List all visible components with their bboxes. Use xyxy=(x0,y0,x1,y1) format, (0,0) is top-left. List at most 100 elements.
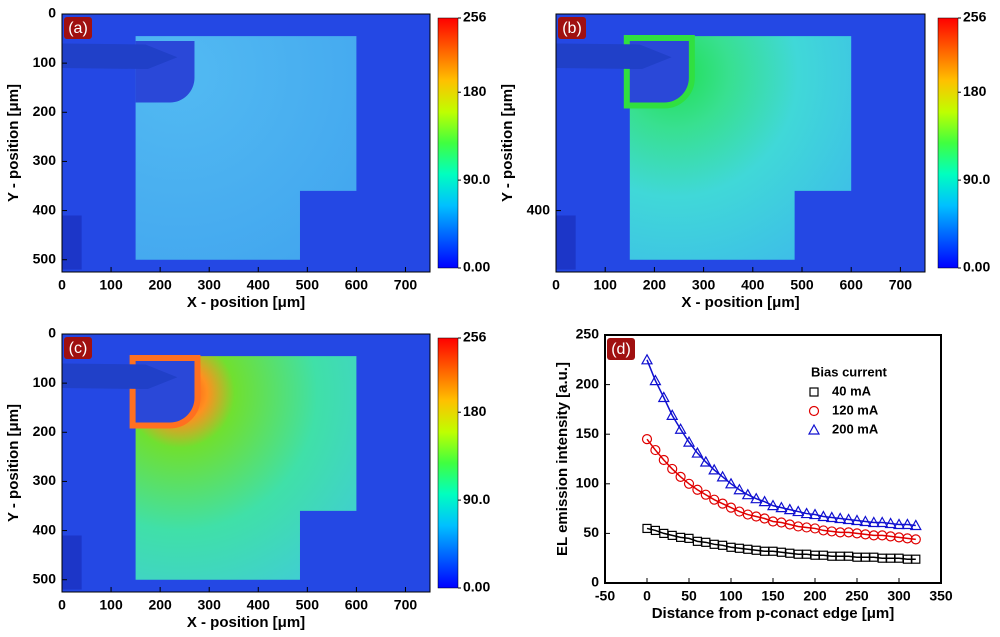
marker-triangle xyxy=(775,501,788,513)
marker-circle xyxy=(725,502,737,513)
legend-title: Bias current xyxy=(811,364,888,379)
dark-corner xyxy=(556,215,576,270)
marker-circle xyxy=(808,405,820,417)
y-tick-label: 0 xyxy=(591,574,599,590)
plot-frame xyxy=(604,334,942,584)
x-tick-label: 200 xyxy=(643,277,667,293)
y-tick-label: 100 xyxy=(33,374,57,390)
panel-label-text: (c) xyxy=(69,340,88,357)
marker-square xyxy=(809,387,819,397)
x-tick-label: 0 xyxy=(552,277,560,293)
x-tick-label: 700 xyxy=(889,277,913,293)
colorbar-tick-label: 0.00 xyxy=(463,579,490,595)
y-tick-label: 200 xyxy=(576,375,600,391)
marker-triangle xyxy=(792,505,805,517)
panel-label: (d) xyxy=(607,338,635,360)
probe xyxy=(62,43,178,70)
y-tick-label: 150 xyxy=(576,425,600,441)
marker-triangle xyxy=(850,514,864,526)
x-tick-label: 300 xyxy=(198,277,222,293)
probe xyxy=(556,43,672,70)
colorbar-tick-label: 256 xyxy=(463,9,487,25)
x-tick-label: 0 xyxy=(58,597,66,613)
heatmap-image xyxy=(62,14,430,272)
marker-triangle xyxy=(733,483,746,495)
x-tick-label: 100 xyxy=(594,277,618,293)
marker-triangle xyxy=(859,515,872,527)
dark-corner xyxy=(62,535,82,590)
y-tick-label: 500 xyxy=(33,250,57,266)
x-tick-label: 700 xyxy=(394,597,418,613)
x-tick-label: 500 xyxy=(790,277,814,293)
y-tick-label: 500 xyxy=(33,570,57,586)
colorbar-tick-label: 180 xyxy=(463,83,487,99)
frame xyxy=(61,333,431,593)
x-tick-label: 200 xyxy=(148,277,172,293)
marker-triangle xyxy=(783,503,796,515)
x-tick-label: 50 xyxy=(681,588,697,604)
y-tick-label: 200 xyxy=(33,423,57,439)
marker-circle xyxy=(700,489,711,500)
y-tick-label: 400 xyxy=(33,521,57,537)
x-axis-title: Distance from p-conact edge [μm] xyxy=(652,605,895,622)
x-tick-label: 600 xyxy=(345,597,369,613)
marker-triangle xyxy=(834,512,847,524)
panel-label-text: (a) xyxy=(68,20,88,37)
marker-triangle xyxy=(674,423,687,434)
panel-label-text: (b) xyxy=(562,20,582,37)
frame xyxy=(555,13,926,273)
marker-circle xyxy=(675,471,686,482)
colorbar-tick-label: 180 xyxy=(463,403,487,419)
y-tick-label: 50 xyxy=(583,524,599,540)
colorbar xyxy=(437,337,459,589)
marker-triangle xyxy=(640,353,654,365)
x-axis-title: X - position [μm] xyxy=(187,294,305,311)
marker-triangle xyxy=(666,409,679,420)
x-tick-label: 200 xyxy=(803,588,827,604)
colorbar-tick-label: 180 xyxy=(963,83,987,99)
panel-label: (c) xyxy=(64,337,92,359)
marker-triangle xyxy=(842,513,855,525)
marker-circle xyxy=(667,463,678,475)
x-tick-label: 400 xyxy=(247,277,271,293)
marker-circle xyxy=(692,484,703,495)
panel-label: (a) xyxy=(64,17,92,39)
y-tick-label: 200 xyxy=(33,103,57,119)
x-axis-title: X - position [μm] xyxy=(681,294,799,311)
y-axis-title: Y - position [μm] xyxy=(5,84,22,202)
marker-triangle xyxy=(691,446,704,458)
x-tick-label: 700 xyxy=(394,277,418,293)
y-axis-title: EL emission intensity [a.u.] xyxy=(554,362,571,556)
dark-corner xyxy=(62,215,82,270)
marker-triangle xyxy=(657,391,670,403)
marker-circle xyxy=(658,454,669,466)
colorbar-tick-label: 90.0 xyxy=(463,171,490,187)
x-tick-label: -50 xyxy=(595,588,615,604)
x-tick-label: 500 xyxy=(296,277,320,293)
device xyxy=(135,36,357,260)
x-tick-label: 0 xyxy=(643,588,651,604)
marker-triangle xyxy=(766,499,780,511)
probe xyxy=(62,363,178,390)
x-tick-label: 150 xyxy=(761,588,785,604)
colorbar-tick-label: 90.0 xyxy=(963,171,990,187)
marker-triangle xyxy=(800,507,813,519)
y-tick-label: 100 xyxy=(576,475,600,491)
y-tick-label: 0 xyxy=(48,5,56,21)
marker-triangle xyxy=(758,495,771,507)
marker-circle xyxy=(709,494,720,505)
colorbar-tick-label: 0.00 xyxy=(463,259,490,275)
x-tick-label: 100 xyxy=(99,277,123,293)
marker-triangle xyxy=(682,435,696,447)
colorbar xyxy=(437,17,459,269)
y-tick-label: 300 xyxy=(33,472,57,488)
marker-triangle xyxy=(808,508,822,520)
marker-triangle xyxy=(876,516,889,528)
marker-circle xyxy=(910,534,921,545)
y-tick-label: 0 xyxy=(48,325,56,341)
marker-circle xyxy=(683,478,695,489)
marker-triangle xyxy=(750,492,763,504)
y-tick-label: 300 xyxy=(33,152,57,168)
legend-label: 200 mA xyxy=(832,421,879,436)
